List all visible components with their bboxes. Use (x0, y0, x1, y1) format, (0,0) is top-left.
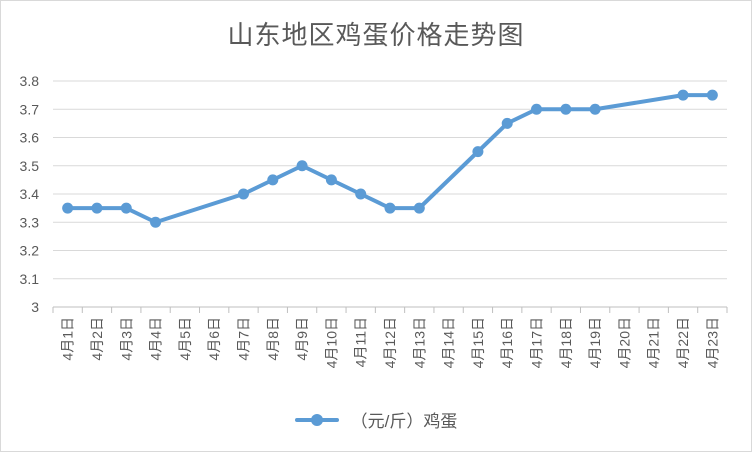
data-point (296, 160, 308, 172)
x-tick-label: 4月12日 (382, 317, 398, 368)
data-point (237, 188, 249, 200)
y-tick-label: 3 (31, 299, 39, 315)
data-point (472, 146, 484, 158)
y-tick-label: 3.6 (20, 130, 40, 146)
x-tick-label: 4月22日 (675, 317, 691, 368)
legend: （元/斤）鸡蛋 (1, 407, 751, 432)
x-tick-label: 4月10日 (323, 317, 339, 368)
x-tick-label: 4月1日 (60, 317, 76, 361)
legend-line-marker-icon (294, 413, 339, 426)
x-tick-label: 4月15日 (470, 317, 486, 368)
x-tick-label: 4月3日 (118, 317, 134, 361)
data-point (91, 202, 103, 214)
x-tick-label: 4月11日 (353, 317, 369, 367)
y-tick-label: 3.7 (20, 101, 40, 117)
x-tick-label: 4月7日 (235, 317, 251, 361)
x-tick-label: 4月2日 (89, 317, 105, 361)
data-point (413, 202, 425, 214)
data-point (267, 174, 279, 186)
data-point (560, 103, 572, 115)
x-tick-label: 4月4日 (148, 317, 164, 361)
data-point (531, 103, 543, 115)
x-tick-label: 4月20日 (616, 317, 632, 368)
data-point (384, 202, 396, 214)
x-tick-label: 4月14日 (441, 317, 457, 368)
x-tick-label: 4月16日 (499, 317, 515, 368)
y-tick-label: 3.3 (20, 214, 40, 230)
data-point (325, 174, 337, 186)
data-point (62, 202, 74, 214)
y-tick-label: 3.1 (20, 271, 40, 287)
x-tick-label: 4月18日 (558, 317, 574, 368)
data-point (677, 89, 689, 101)
y-tick-label: 3.2 (20, 243, 40, 259)
x-tick-label: 4月9日 (294, 317, 310, 361)
x-tick-label: 4月17日 (529, 317, 545, 368)
x-tick-label: 4月19日 (587, 317, 603, 368)
x-tick-label: 4月6日 (206, 317, 222, 361)
data-point (589, 103, 601, 115)
x-tick-label: 4月21日 (646, 317, 662, 368)
y-tick-label: 3.4 (20, 186, 40, 202)
x-tick-label: 4月8日 (265, 317, 281, 361)
data-point (120, 202, 132, 214)
data-point (150, 216, 162, 228)
x-tick-label: 4月23日 (704, 317, 720, 368)
chart-title: 山东地区鸡蛋价格走势图 (227, 20, 525, 50)
y-tick-label: 3.5 (20, 158, 40, 174)
data-point (706, 89, 718, 101)
data-point (501, 117, 513, 129)
data-point (355, 188, 367, 200)
y-tick-label: 3.8 (20, 73, 40, 89)
legend-label: （元/斤）鸡蛋 (350, 412, 458, 431)
x-tick-label: 4月5日 (177, 317, 193, 361)
x-tick-label: 4月13日 (411, 317, 427, 368)
